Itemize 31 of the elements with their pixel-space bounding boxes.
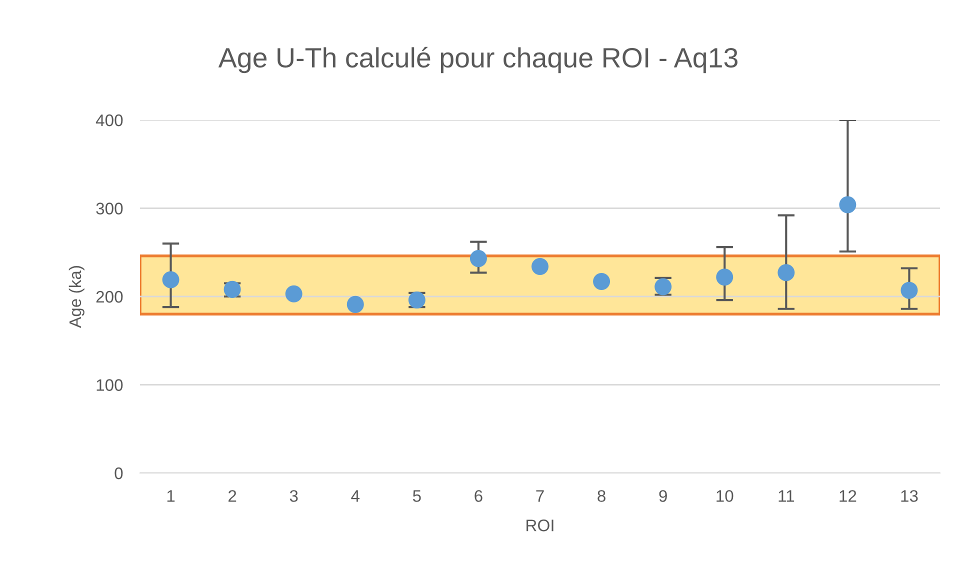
- x-tick-label: 8: [598, 490, 606, 502]
- y-tick-label: 100: [96, 379, 123, 391]
- point: [162, 271, 180, 288]
- point: [285, 285, 302, 302]
- y-tick-label: 300: [96, 202, 123, 214]
- y-tick-label: 0: [114, 467, 123, 480]
- x-tick-label: 6: [474, 490, 482, 502]
- x-tick-label: 3: [290, 490, 298, 502]
- point: [839, 196, 856, 214]
- x-axis-title: ROI: [526, 520, 554, 532]
- point: [900, 282, 918, 299]
- y-axis-title: Age (ka): [68, 266, 84, 328]
- point: [593, 272, 610, 290]
- x-tick-label: 7: [536, 490, 544, 502]
- chart-title: Age U-Th calculé pour chaque ROI - Aq13: [218, 46, 738, 74]
- point: [470, 250, 487, 268]
- x-tick-label: 9: [659, 490, 667, 502]
- x-tick-label: 5: [412, 490, 421, 502]
- point: [716, 268, 734, 286]
- y-tick-label: 400: [96, 114, 123, 126]
- x-tick-label: 13: [901, 490, 918, 502]
- x-tick-label: 2: [228, 490, 236, 502]
- x-tick-label: 12: [840, 490, 856, 502]
- point: [346, 296, 364, 313]
- x-tick-label: 1: [167, 490, 175, 502]
- x-tick-label: 11: [778, 490, 794, 502]
- x-tick-label: 4: [351, 490, 360, 502]
- point: [531, 258, 549, 275]
- x-tick-label: 10: [716, 490, 734, 502]
- y-tick-label: 200: [96, 290, 123, 303]
- point: [778, 264, 795, 282]
